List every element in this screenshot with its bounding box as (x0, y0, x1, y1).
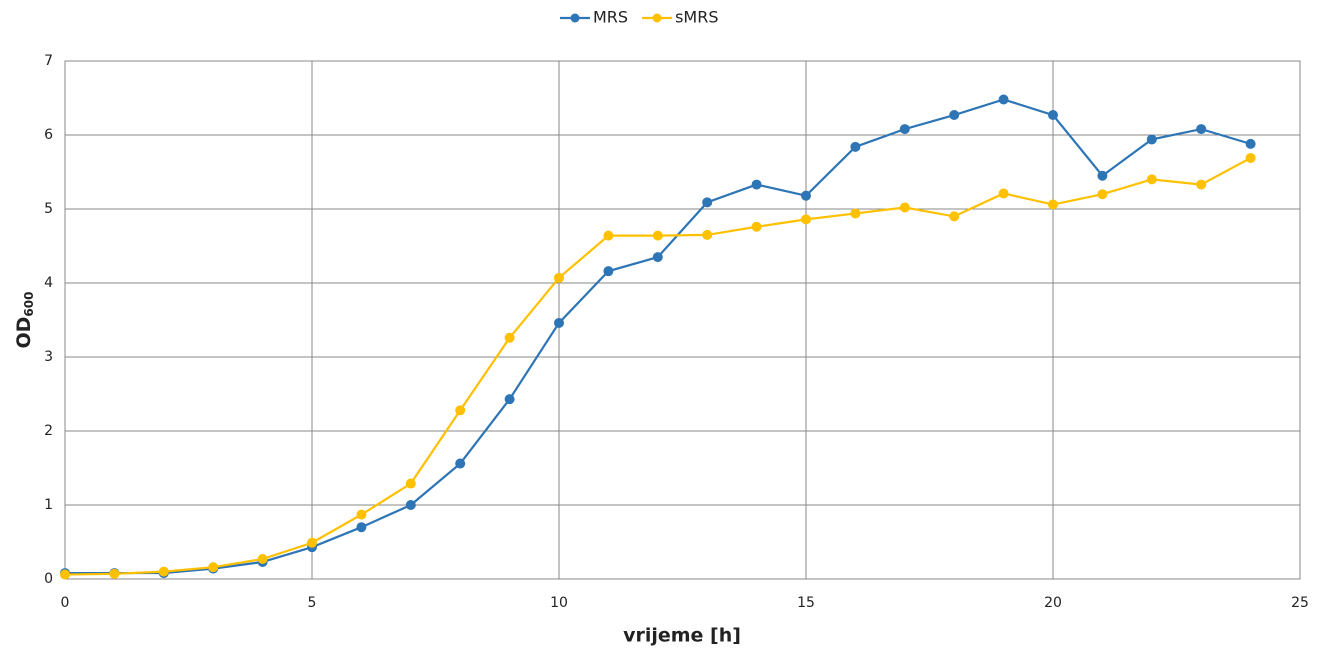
data-point (307, 537, 317, 548)
data-point (1146, 174, 1157, 185)
data-point (1245, 152, 1256, 163)
x-tick-label: 15 (797, 595, 815, 611)
y-tick-label: 4 (44, 275, 53, 291)
y-tick-label: 2 (44, 423, 53, 439)
data-point (949, 211, 960, 222)
data-point (1146, 134, 1157, 145)
y-axis-title: OD600 (13, 292, 36, 349)
x-tick-label: 25 (1291, 595, 1309, 611)
x-tick-label: 5 (308, 595, 317, 611)
data-point (405, 478, 416, 489)
data-point (801, 190, 811, 201)
data-point (702, 197, 713, 208)
y-tick-label: 6 (44, 127, 53, 143)
data-point (899, 202, 910, 213)
y-tick-label: 5 (44, 201, 53, 217)
series-line (64, 156, 1252, 576)
data-point (1097, 189, 1108, 200)
data-point (899, 124, 910, 135)
data-point (109, 568, 120, 579)
data-point (504, 394, 515, 405)
y-tick-label: 3 (44, 349, 53, 365)
x-tick-label: 20 (1044, 595, 1062, 611)
data-point (652, 252, 663, 263)
data-point (1245, 138, 1256, 149)
y-axis-title-main: OD (13, 317, 35, 349)
plot-border (64, 60, 1301, 580)
data-point (356, 509, 367, 520)
data-point (455, 405, 466, 416)
data-point (751, 221, 762, 232)
legend-swatch-marker (652, 13, 662, 23)
data-point (801, 214, 811, 225)
data-point (949, 110, 960, 121)
x-tick-label: 0 (61, 595, 70, 611)
data-point (850, 141, 861, 152)
y-tick-label: 1 (44, 497, 53, 513)
data-point (1196, 124, 1207, 135)
x-axis-title: vrijeme [h] (623, 625, 741, 647)
data-point (554, 317, 564, 328)
data-point (603, 230, 614, 241)
y-tick-label: 7 (44, 53, 53, 69)
data-point (998, 94, 1009, 105)
data-point (1097, 170, 1108, 181)
series-line (65, 98, 1251, 575)
data-point (702, 229, 713, 240)
data-point (356, 522, 367, 533)
data-point (208, 562, 219, 573)
data-point (60, 569, 70, 580)
legend-label: MRS (593, 8, 628, 27)
data-point (1196, 179, 1207, 190)
legend-label: sMRS (675, 8, 718, 27)
data-point (405, 500, 416, 510)
data-point (554, 272, 564, 283)
legend: MRS sMRS (560, 8, 719, 27)
data-point (257, 554, 268, 565)
data-point (751, 179, 762, 190)
data-point (455, 458, 466, 469)
legend-swatch-marker (570, 13, 580, 23)
data-point (603, 266, 614, 277)
data-point (504, 332, 515, 343)
data-point (158, 566, 169, 577)
y-tick-label: 0 (44, 571, 53, 587)
x-tick-label: 10 (550, 595, 568, 611)
y-axis-title-sub: 600 (22, 292, 36, 317)
data-point (652, 230, 663, 241)
data-point (1048, 110, 1058, 121)
data-point (850, 208, 861, 219)
data-point (998, 188, 1009, 199)
data-point (1048, 199, 1058, 210)
